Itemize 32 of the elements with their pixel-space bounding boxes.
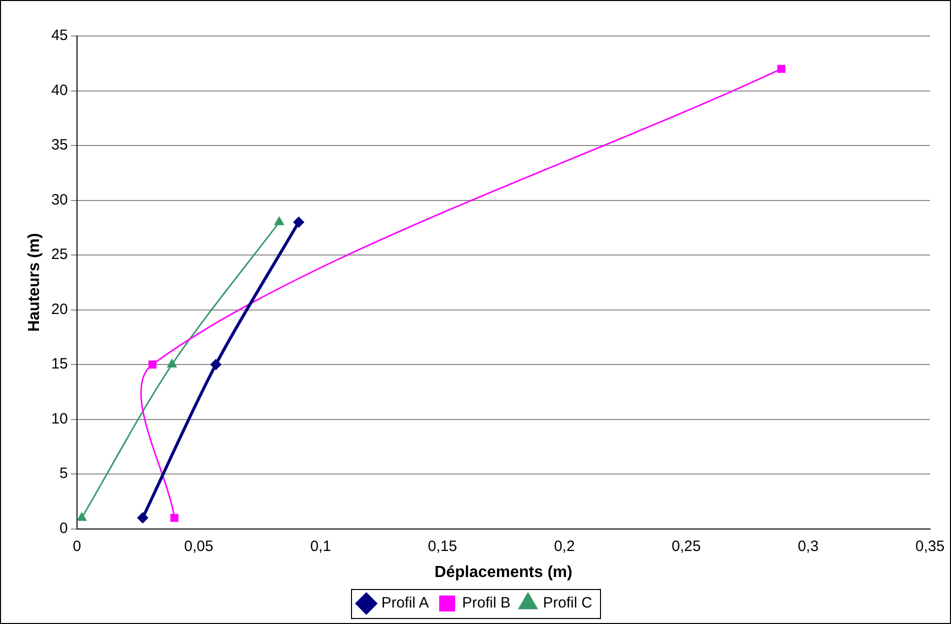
y-tick-label: 40 <box>51 82 68 99</box>
y-tick-label: 0 <box>60 520 68 537</box>
y-tick-label: 35 <box>51 136 68 154</box>
legend-label: Profil B <box>462 594 511 612</box>
y-tick-label: 20 <box>51 300 68 318</box>
point <box>274 216 284 226</box>
point <box>76 512 87 521</box>
point <box>137 512 148 524</box>
point <box>167 359 177 368</box>
x-tick-label: 0,25 <box>672 538 701 555</box>
y-tick-label: 10 <box>51 410 68 428</box>
legend-label: Profil A <box>381 594 429 612</box>
x-tick-label: 0,2 <box>554 538 575 555</box>
point <box>777 64 786 73</box>
point <box>170 514 178 522</box>
y-tick-label: 15 <box>51 356 68 373</box>
y-tick-label: 30 <box>51 191 68 208</box>
x-tick-label: 0,1 <box>310 538 332 555</box>
x-tick-label: 0,15 <box>428 538 458 555</box>
y-tick-label: 45 <box>51 27 68 44</box>
point <box>148 360 156 369</box>
y-tick-label: 5 <box>60 465 68 482</box>
x-axis-title: Déplacements (m) <box>434 564 572 581</box>
point <box>293 216 304 228</box>
x-tick-label: 0 <box>72 538 82 555</box>
y-tick-label: 25 <box>51 246 68 264</box>
legend-label: Profil C <box>543 594 592 612</box>
x-tick-label: 0,35 <box>915 538 945 555</box>
y-axis-title: Hauteurs (m) <box>26 233 44 332</box>
x-tick-label: 0,3 <box>798 538 819 555</box>
x-tick-label: 0,05 <box>184 538 214 555</box>
point <box>210 359 222 370</box>
